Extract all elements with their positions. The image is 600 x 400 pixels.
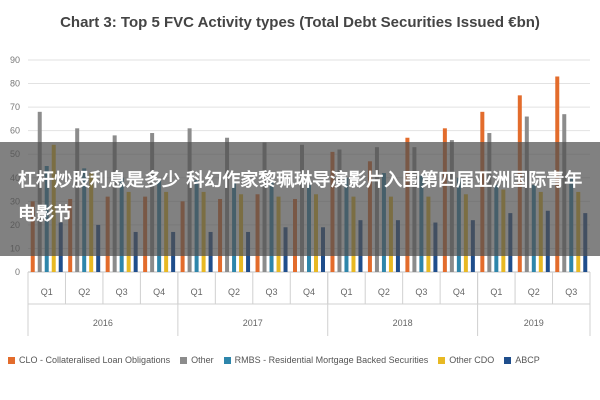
legend-item: Other — [180, 355, 214, 365]
x-tick-label: Q4 — [303, 287, 315, 297]
x-tick-label: Q2 — [528, 287, 540, 297]
x-tick-label: Q4 — [453, 287, 465, 297]
x-tick-label: Q1 — [191, 287, 203, 297]
x-tick-label: Q1 — [340, 287, 352, 297]
y-tick-label: 80 — [10, 79, 20, 89]
caption-overlay: 杠杆炒股利息是多少 科幻作家黎珮琳导演影片入围第四届亚洲国际青年电影节 — [0, 142, 600, 256]
legend-item: Other CDO — [438, 355, 494, 365]
chart-title: Chart 3: Top 5 FVC Activity types (Total… — [60, 14, 540, 31]
x-tick-label: Q3 — [266, 287, 278, 297]
y-tick-label: 70 — [10, 102, 20, 112]
year-label: 2017 — [243, 318, 263, 328]
x-tick-label: Q3 — [116, 287, 128, 297]
legend-swatch — [504, 356, 512, 364]
x-tick-label: Q1 — [41, 287, 53, 297]
x-tick-label: Q4 — [153, 287, 165, 297]
legend-swatch — [180, 356, 188, 364]
legend-item: CLO - Collateralised Loan Obligations — [8, 355, 170, 365]
legend-swatch — [223, 356, 231, 364]
legend-swatch — [8, 356, 15, 364]
year-label: 2016 — [93, 318, 113, 328]
year-label: 2018 — [393, 318, 413, 328]
x-tick-label: Q2 — [78, 287, 90, 297]
legend-label: CLO - Collateralised Loan Obligations — [19, 355, 171, 365]
legend-swatch — [438, 356, 446, 364]
x-tick-label: Q2 — [378, 287, 390, 297]
legend-label: ABCP — [515, 355, 540, 365]
legend-label: RMBS - Residential Mortgage Backed Secur… — [234, 355, 429, 365]
x-tick-label: Q1 — [490, 287, 502, 297]
chart-legend: CLO - Collateralised Loan Obligations Oth… — [8, 352, 598, 368]
y-tick-label: 0 — [15, 267, 20, 277]
x-tick-label: Q2 — [228, 287, 240, 297]
legend-item: RMBS - Residential Mortgage Backed Secur… — [223, 355, 429, 365]
x-tick-label: Q3 — [565, 287, 577, 297]
y-tick-label: 90 — [10, 55, 20, 65]
year-label: 2019 — [524, 318, 544, 328]
legend-item: ABCP — [504, 355, 540, 365]
legend-label: Other — [191, 355, 214, 365]
x-tick-label: Q3 — [415, 287, 427, 297]
y-tick-label: 60 — [10, 126, 20, 136]
legend-label: Other CDO — [449, 355, 495, 365]
overlay-caption-text: 杠杆炒股利息是多少 科幻作家黎珮琳导演影片入围第四届亚洲国际青年电影节 — [18, 170, 583, 225]
